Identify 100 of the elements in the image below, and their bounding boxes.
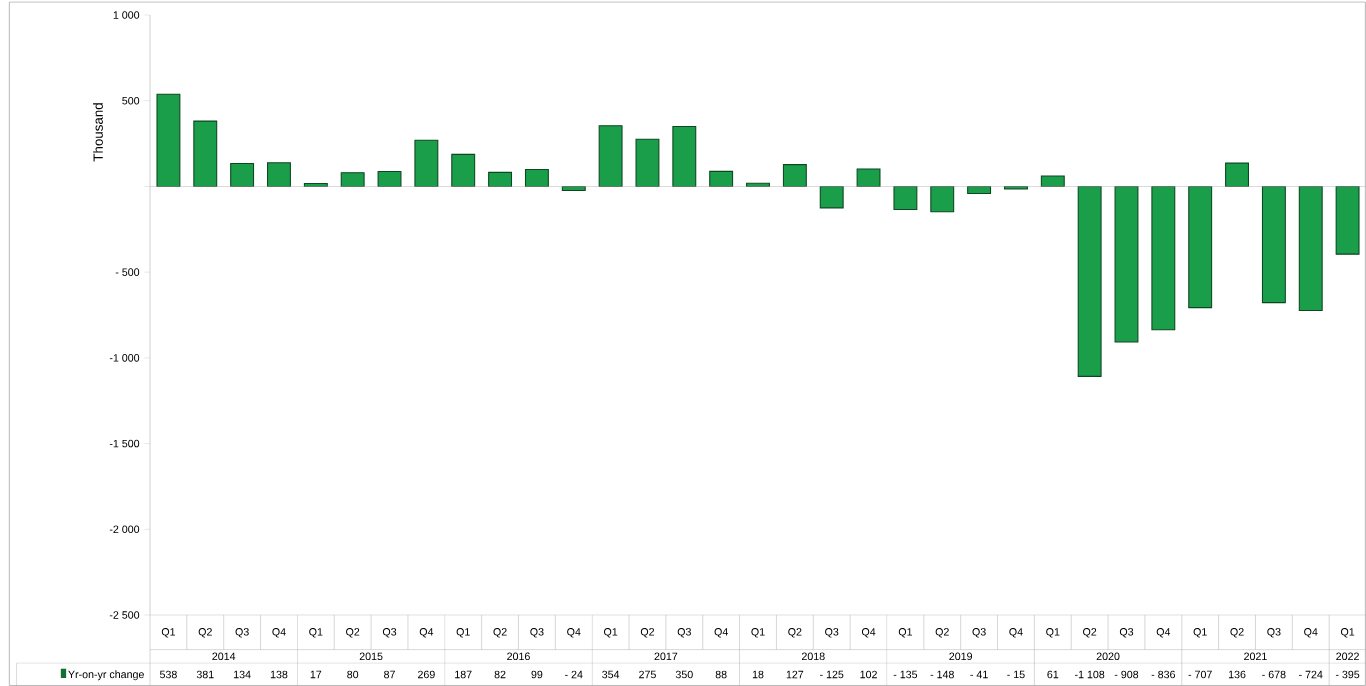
- bar: [1040, 175, 1065, 187]
- bar: [377, 170, 402, 187]
- x-tick-label: Q1: [604, 628, 618, 638]
- x-tick-label: Q3: [235, 628, 249, 638]
- text: 2021: [1244, 652, 1267, 661]
- x-tick-label: Q2: [1083, 628, 1097, 638]
- bar: [193, 120, 218, 187]
- x-tick-label: Q2: [935, 628, 949, 638]
- x-tick-label: Q4: [567, 628, 581, 638]
- bar: [451, 153, 476, 187]
- data-label: - 724: [1299, 670, 1323, 679]
- data-label: 18: [752, 670, 764, 679]
- bar: [709, 170, 734, 187]
- x-tick-label: Q3: [1267, 628, 1281, 638]
- x-tick-label: Q1: [456, 628, 470, 638]
- bar: [156, 93, 181, 187]
- x-tick-label: Q4: [1009, 628, 1023, 638]
- x-tick-label: Q1: [751, 628, 765, 638]
- x-tick-label: Q4: [1156, 628, 1171, 638]
- bar: [893, 185, 918, 211]
- x-tick-label: Q1: [161, 628, 176, 638]
- bar: [230, 162, 255, 187]
- bar: [1114, 185, 1139, 343]
- x-tick-label: Q4: [861, 628, 876, 638]
- bar: [267, 162, 291, 187]
- bar: [1151, 185, 1176, 331]
- data-label: - 125: [820, 670, 844, 679]
- bar: [1077, 185, 1102, 377]
- bar: [524, 168, 549, 187]
- x-tick-label: Q4: [1304, 628, 1318, 638]
- bar: [1298, 185, 1323, 312]
- data-label: -1 108: [1075, 670, 1105, 679]
- data-label: 187: [455, 670, 472, 679]
- data-label: - 395: [1335, 670, 1360, 679]
- x-tick-label: Q2: [346, 628, 360, 638]
- x-tick-label: Q1: [1340, 628, 1355, 638]
- bar: [488, 171, 513, 187]
- x-tick-label: Q2: [493, 628, 507, 638]
- text: 2016: [507, 652, 530, 661]
- x-tick-label: Q3: [1119, 628, 1134, 638]
- data-label: 61: [1047, 670, 1059, 679]
- data-label: 102: [860, 670, 877, 679]
- text: 2015: [359, 652, 383, 661]
- data-label: 80: [347, 670, 359, 679]
- data-label: 82: [494, 670, 506, 679]
- text: Yr-on-yr change: [68, 670, 144, 681]
- bar: [598, 125, 623, 187]
- data-label: 381: [196, 670, 214, 679]
- bar: [782, 164, 807, 187]
- x-tick-label: Q2: [640, 628, 655, 638]
- x-tick-label: Q1: [1193, 628, 1207, 638]
- y-axis-title: Thousand: [93, 103, 103, 162]
- bar: [340, 172, 365, 187]
- data-label: 269: [418, 670, 435, 679]
- bar: [1188, 185, 1213, 309]
- data-label: 275: [639, 670, 656, 679]
- data-label: 138: [270, 670, 288, 679]
- bar: [819, 185, 844, 209]
- x-tick-label: Q1: [1046, 628, 1060, 638]
- bar: [414, 139, 439, 187]
- data-label: - 24: [565, 670, 583, 679]
- x-tick-label: Q1: [309, 628, 323, 638]
- text: 2017: [654, 652, 678, 661]
- data-label: 538: [159, 670, 177, 679]
- data-label: - 135: [893, 670, 918, 679]
- data-label: 127: [786, 670, 804, 679]
- text: 2014: [212, 652, 236, 661]
- data-label: 350: [675, 670, 693, 679]
- bar: [635, 138, 660, 187]
- x-tick-label: Q2: [788, 628, 802, 638]
- data-label: - 678: [1262, 670, 1286, 679]
- x-tick-label: Q4: [714, 628, 728, 638]
- x-tick-label: Q4: [272, 628, 286, 638]
- data-label: 87: [384, 670, 395, 679]
- x-tick-label: Q3: [530, 628, 544, 638]
- y-tick-label: 500: [122, 96, 140, 105]
- y-tick-label: -2 500: [109, 611, 140, 619]
- bar: [856, 168, 881, 187]
- x-tick-label: Q2: [1230, 628, 1244, 638]
- data-label: - 707: [1188, 670, 1212, 679]
- bar: [672, 125, 697, 187]
- text: 2018: [801, 652, 825, 661]
- y-tick-label: -2 000: [109, 525, 140, 534]
- data-label: 354: [602, 670, 620, 679]
- data-label: - 41: [970, 670, 988, 679]
- x-tick-label: Q3: [825, 628, 839, 638]
- x-tick-label: Q3: [972, 628, 986, 638]
- bar: [1225, 162, 1250, 187]
- y-tick-label: - 500: [115, 268, 140, 276]
- data-label: - 15: [1007, 670, 1025, 679]
- data-label: 134: [234, 670, 251, 679]
- data-label: 17: [310, 670, 322, 679]
- data-label: - 148: [930, 670, 954, 679]
- data-label: 99: [531, 670, 543, 679]
- data-label: - 836: [1151, 670, 1176, 679]
- bar: [1261, 185, 1286, 304]
- text: 2022: [1336, 652, 1359, 661]
- data-label: 88: [715, 670, 727, 679]
- y-tick-label: -1 000: [109, 354, 140, 362]
- y-tick-label: -1 500: [109, 439, 140, 448]
